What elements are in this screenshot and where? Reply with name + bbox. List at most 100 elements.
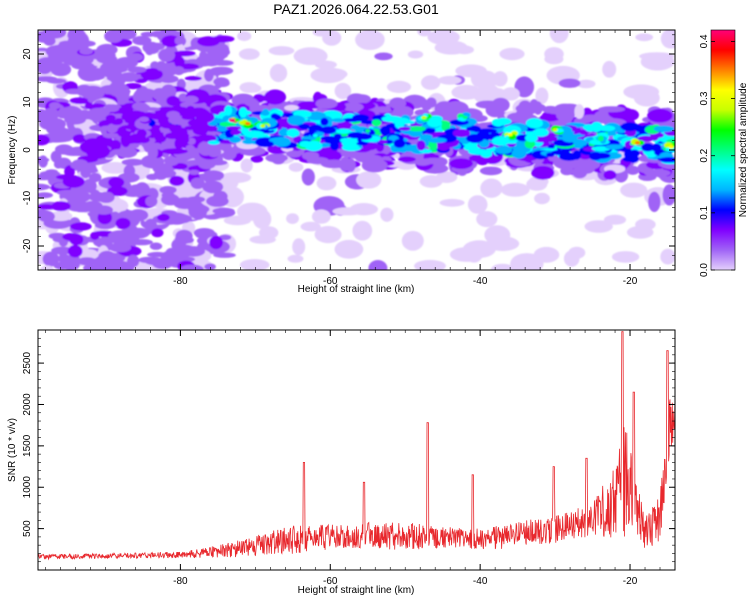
heatmap-cell (114, 57, 138, 69)
heatmap-cell (239, 82, 260, 93)
heatmap-cell (355, 30, 385, 50)
x-tick-label: -80 (173, 576, 188, 587)
heatmap-cell (365, 102, 376, 109)
heatmap-cell (574, 104, 585, 119)
y-tick-label: 2500 (22, 352, 33, 375)
heatmap-cell (168, 123, 178, 133)
heatmap-cell (644, 169, 671, 177)
heatmap-cell (239, 110, 252, 115)
heatmap-cell (177, 132, 186, 141)
heatmap-cell (97, 211, 113, 225)
heatmap-cell (573, 139, 588, 147)
heatmap-cell (462, 115, 468, 120)
heatmap-cell (374, 52, 393, 61)
heatmap-cell (435, 171, 458, 183)
heatmap-cell (141, 125, 152, 130)
heatmap-cell (38, 134, 50, 146)
heatmap-cell (108, 242, 132, 253)
heatmap-cell (651, 143, 662, 153)
heatmap-cell (535, 87, 549, 105)
heatmap-cell (449, 158, 473, 170)
heatmap-cell (143, 68, 154, 79)
heatmap-cell (105, 114, 116, 123)
heatmap-cell (315, 98, 338, 109)
heatmap-cell (165, 132, 181, 140)
heatmap-cell (286, 150, 302, 158)
heatmap-cell (602, 60, 617, 78)
snr-y-axis: 500 1000 1500 2000 2500 (22, 337, 675, 563)
heatmap-cell (72, 159, 88, 167)
heatmap-cell (389, 97, 407, 110)
heatmap-cell (292, 238, 306, 256)
heatmap-cell (284, 104, 299, 111)
heatmap-cell (584, 220, 613, 233)
heatmap-cell (118, 210, 138, 219)
y-tick-label: 10 (22, 96, 33, 108)
x-tick-label: -60 (323, 276, 338, 287)
heatmap-cell (380, 125, 391, 136)
heatmap-cell (336, 128, 352, 134)
heatmap-cell (350, 124, 361, 131)
heatmap-cell (603, 170, 617, 180)
heatmap-cell (80, 85, 105, 100)
heatmap-cell (178, 249, 196, 256)
heatmap-cell (397, 156, 416, 163)
spectrogram-y-axis: 20 10 0 -10 -20 (22, 34, 675, 266)
heatmap-cell (310, 67, 346, 84)
heatmap-cell (185, 144, 196, 156)
y-tick-label: -10 (22, 190, 33, 205)
heatmap-cell (219, 234, 232, 241)
heatmap-cell (182, 236, 194, 244)
heatmap-cell (394, 119, 405, 129)
heatmap-cell (603, 214, 627, 225)
heatmap-cell (244, 97, 258, 107)
heatmap-cell (208, 121, 218, 126)
heatmap-cell (121, 158, 145, 166)
heatmap-cell (626, 225, 654, 239)
heatmap-cell (298, 123, 310, 130)
heatmap-cell (211, 71, 222, 76)
heatmap-cell (611, 251, 640, 263)
heatmap-cell (316, 176, 337, 191)
heatmap-cell (237, 31, 252, 42)
heatmap-cell (476, 211, 498, 228)
heatmap-cell (525, 134, 538, 143)
colorbar-label: Normalized spectral amplitude (738, 82, 749, 217)
heatmap-cell (320, 126, 337, 134)
heatmap-cell (230, 118, 236, 122)
heatmap-cell (260, 110, 270, 116)
heatmap-cell (558, 78, 581, 88)
heatmap-cell (123, 164, 136, 178)
heatmap-cell (286, 128, 300, 138)
heatmap-cell (239, 259, 270, 270)
colorbar-tick-label: 0.4 (699, 34, 710, 48)
heatmap-cell (212, 60, 234, 66)
heatmap-cell (288, 162, 304, 172)
heatmap-cell (408, 126, 426, 132)
heatmap-cell (452, 128, 471, 138)
heatmap-cell (568, 246, 586, 259)
heatmap-cell (174, 56, 185, 68)
heatmap-cell (49, 102, 61, 110)
heatmap-cell (144, 44, 155, 56)
heatmap-cell (466, 134, 484, 143)
snr-frame (37, 329, 676, 571)
heatmap-cell (356, 141, 369, 146)
heatmap-cell (598, 106, 625, 113)
heatmap-cell (427, 30, 460, 45)
heatmap-cell (240, 158, 253, 173)
heatmap-cell (164, 155, 180, 166)
heatmap-cell (67, 30, 83, 42)
heatmap-cell (100, 125, 117, 131)
heatmap-cell (38, 66, 50, 72)
heatmap-cell (198, 134, 217, 142)
heatmap-cell (64, 88, 85, 95)
heatmap-cell (648, 191, 661, 212)
heatmap-cell (204, 68, 214, 82)
heatmap-cell (271, 155, 285, 165)
heatmap-cell (524, 139, 536, 149)
heatmap-cell (91, 67, 104, 81)
heatmap-cell (637, 135, 655, 142)
heatmap-cell (380, 207, 394, 222)
heatmap-cell (165, 247, 179, 260)
